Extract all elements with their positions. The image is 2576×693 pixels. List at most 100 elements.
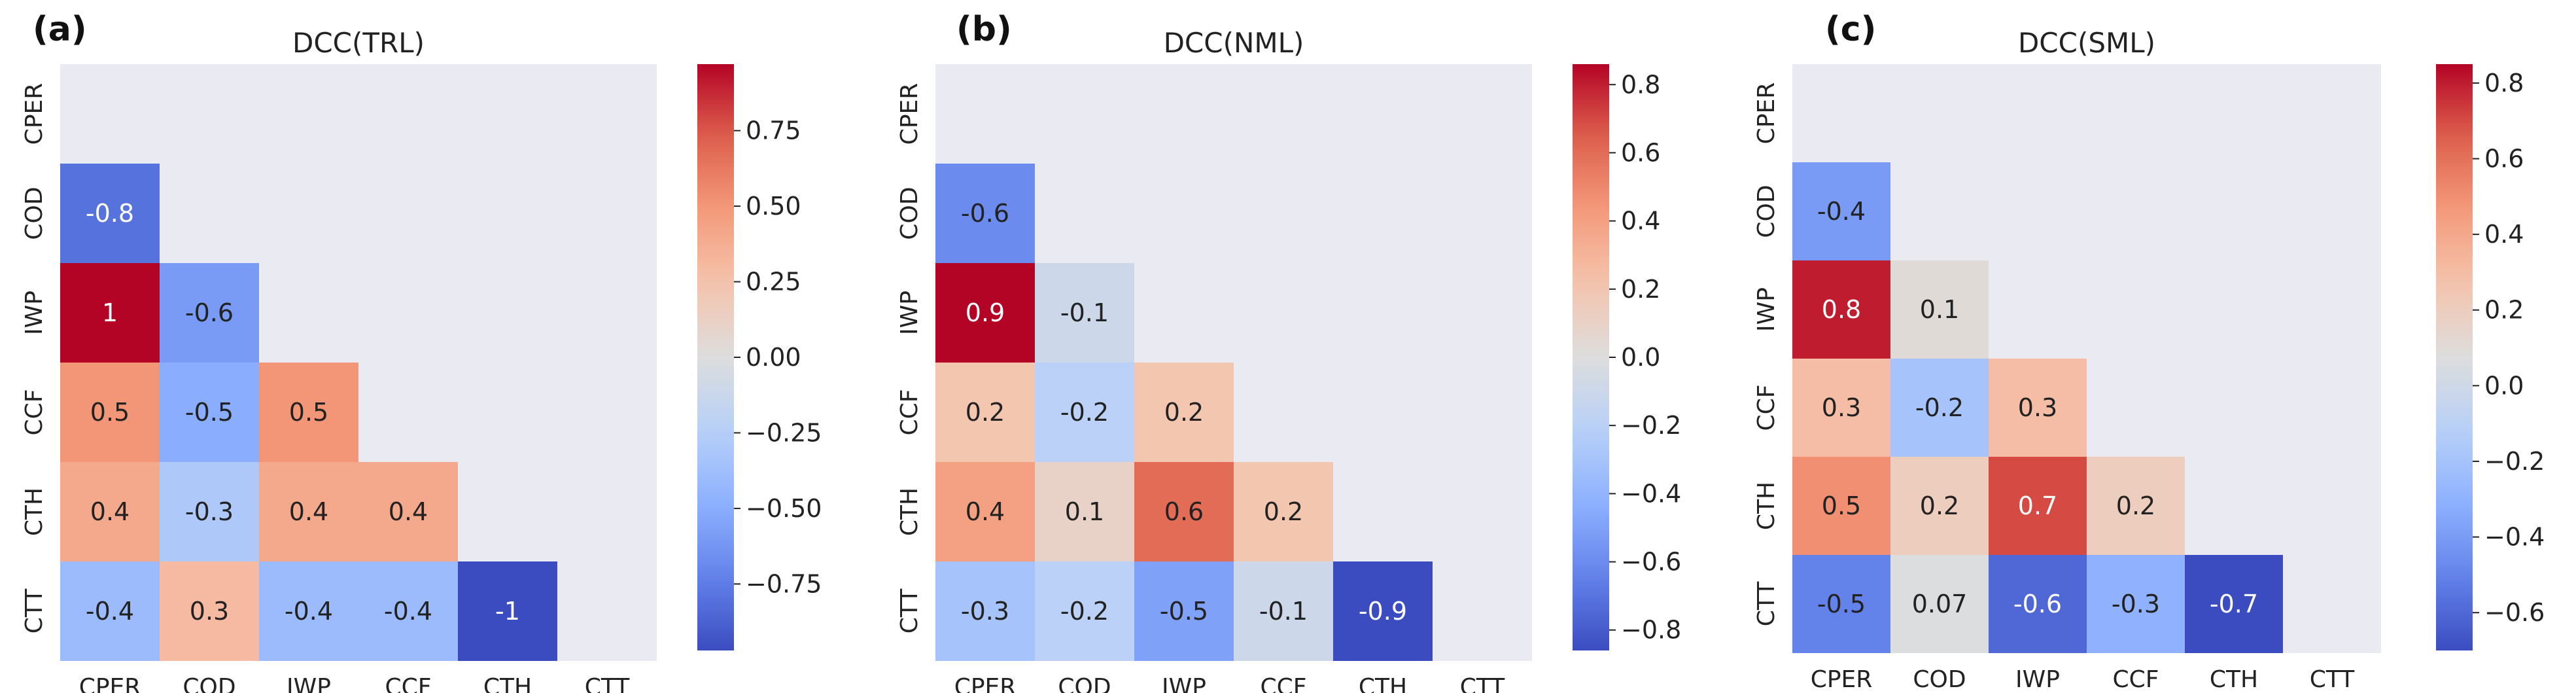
y-tick-label: CCF bbox=[896, 389, 923, 436]
cell-value-label: 0.3 bbox=[190, 597, 229, 626]
heatmap-cell-cth-cper bbox=[60, 462, 160, 561]
y-tick-label: COD bbox=[896, 187, 923, 240]
cell-value-label: 1 bbox=[102, 298, 118, 327]
cell-value-label: -0.5 bbox=[185, 398, 234, 427]
cell-value-label: -0.7 bbox=[2210, 590, 2258, 618]
colorbar-tick-label: 0.6 bbox=[1621, 138, 1660, 167]
cell-value-label: 0.2 bbox=[1164, 398, 1204, 427]
x-tick-label: CTT bbox=[2310, 666, 2355, 693]
y-tick-label: IWP bbox=[21, 291, 48, 335]
cell-value-label: 0.5 bbox=[1822, 491, 1861, 520]
colorbar-tick-label: 0.2 bbox=[1621, 275, 1660, 304]
cell-value-label: 0.07 bbox=[1912, 590, 1968, 618]
cell-value-label: -0.2 bbox=[1060, 597, 1109, 626]
cell-value-label: 0.6 bbox=[1164, 497, 1204, 526]
y-tick-label: COD bbox=[21, 187, 48, 240]
y-tick-label: IWP bbox=[1753, 287, 1780, 332]
heatmap-cell-cth-ccf bbox=[1234, 462, 1333, 561]
colorbar bbox=[2436, 64, 2473, 650]
heatmap-cell-ctt-cod bbox=[1035, 561, 1134, 661]
cell-value-label: -0.4 bbox=[1817, 197, 1866, 226]
y-tick-label: CCF bbox=[1753, 385, 1780, 431]
x-tick-label: CPER bbox=[954, 674, 1017, 693]
x-tick-label: COD bbox=[1058, 674, 1111, 693]
cell-value-label: -0.2 bbox=[1915, 393, 1964, 422]
y-tick-label: CPER bbox=[1753, 82, 1780, 145]
x-tick-label: CCF bbox=[2113, 666, 2159, 693]
x-tick-label: IWP bbox=[287, 674, 331, 693]
heatmap-cell-ccf-iwp bbox=[259, 363, 358, 462]
colorbar bbox=[1573, 64, 1609, 650]
colorbar-tick-label: 0.00 bbox=[746, 343, 801, 372]
cell-value-label: -0.1 bbox=[1060, 298, 1109, 327]
colorbar-tick-label: −0.4 bbox=[2484, 523, 2545, 552]
y-tick-label: COD bbox=[1753, 185, 1780, 238]
heatmap-cell-ccf-cod bbox=[160, 363, 259, 462]
x-tick-label: IWP bbox=[2015, 666, 2060, 693]
heatmap-cell-ccf-iwp bbox=[1989, 359, 2087, 457]
chart-title: DCC(TRL) bbox=[292, 27, 425, 59]
y-tick-label: CTT bbox=[21, 588, 48, 633]
heatmap-cell-iwp-cod bbox=[1035, 263, 1134, 363]
y-tick-label: CTH bbox=[21, 488, 48, 536]
cell-value-label: 0.1 bbox=[1065, 497, 1104, 526]
heatmap-cell-ctt-iwp bbox=[1134, 561, 1234, 661]
x-tick-label: CTH bbox=[483, 674, 532, 693]
cell-value-label: 0.5 bbox=[90, 398, 130, 427]
x-tick-label: CTH bbox=[1359, 674, 1407, 693]
chart-title: DCC(NML) bbox=[1164, 27, 1304, 59]
heatmap-cell-ccf-cper bbox=[60, 363, 160, 462]
heatmap-cell-cth-cod bbox=[1035, 462, 1134, 561]
colorbar-tick-label: 0.25 bbox=[746, 268, 801, 296]
x-tick-label: CCF bbox=[385, 674, 432, 693]
heatmap-cell-ctt-cod bbox=[1890, 555, 1989, 653]
cell-value-label: -0.6 bbox=[2013, 590, 2062, 618]
chart-title: DCC(SML) bbox=[2018, 27, 2155, 59]
heatmap-cell-ctt-cth bbox=[458, 561, 557, 661]
heatmap-cell-ccf-cper bbox=[1792, 359, 1890, 457]
x-tick-label: COD bbox=[183, 674, 235, 693]
cell-value-label: 0.5 bbox=[289, 398, 328, 427]
cell-value-label: 0.2 bbox=[2116, 491, 2155, 520]
colorbar-tick-label: 0.0 bbox=[1621, 343, 1660, 372]
heatmap-cell-ctt-cod bbox=[160, 561, 259, 661]
colorbar-tick-label: −0.6 bbox=[1621, 548, 1681, 577]
colorbar-tick-label: −0.6 bbox=[2484, 598, 2545, 627]
x-tick-label: CTH bbox=[2210, 666, 2258, 693]
colorbar-tick-label: 0.75 bbox=[746, 116, 801, 145]
cell-value-label: 0.4 bbox=[966, 497, 1005, 526]
heatmap-panel-2: -0.6 0.9 -0.1 0.2 -0.2 0.2 0.4 0.1 0.6 0.2 -0.3 -0.… bbox=[896, 10, 1681, 693]
heatmap-cell-cth-cper bbox=[1792, 457, 1890, 555]
cell-value-label: 0.8 bbox=[1822, 295, 1861, 324]
cell-value-label: -0.6 bbox=[185, 298, 234, 327]
heatmap-cell-ccf-cper bbox=[935, 363, 1035, 462]
heatmap-cell-ctt-iwp bbox=[259, 561, 358, 661]
x-tick-label: IWP bbox=[1162, 674, 1206, 693]
heatmap-cell-ccf-iwp bbox=[1134, 363, 1234, 462]
heatmap-cell-cth-cod bbox=[160, 462, 259, 561]
colorbar-tick-label: 0.6 bbox=[2484, 145, 2524, 173]
cell-value-label: 0.3 bbox=[1822, 393, 1861, 422]
colorbar-tick-label: −0.50 bbox=[746, 494, 822, 523]
x-tick-label: CTT bbox=[1460, 674, 1505, 693]
heatmap-cell-cth-ccf bbox=[2087, 457, 2185, 555]
panel-label: (a) bbox=[33, 10, 87, 49]
cell-value-label: -0.4 bbox=[384, 597, 432, 626]
y-tick-label: CPER bbox=[21, 83, 48, 145]
cell-value-label: -0.3 bbox=[961, 597, 1009, 626]
colorbar-tick-label: 0.4 bbox=[1621, 207, 1660, 236]
cell-value-label: -0.5 bbox=[1160, 597, 1208, 626]
heatmap-cell-cth-iwp bbox=[1134, 462, 1234, 561]
heatmap-cell-cod-cper bbox=[1792, 162, 1890, 260]
y-tick-label: CTT bbox=[1753, 581, 1780, 626]
heatmap-cell-iwp-cper bbox=[60, 263, 160, 363]
heatmap-cell-iwp-cper bbox=[935, 263, 1035, 363]
cell-value-label: 0.4 bbox=[289, 497, 328, 526]
y-tick-label: CTH bbox=[1753, 482, 1780, 530]
cell-value-label: -0.3 bbox=[185, 497, 234, 526]
heatmap-cell-ccf-cod bbox=[1035, 363, 1134, 462]
colorbar-tick-label: −0.75 bbox=[746, 569, 822, 598]
x-tick-label: CPER bbox=[79, 674, 141, 693]
